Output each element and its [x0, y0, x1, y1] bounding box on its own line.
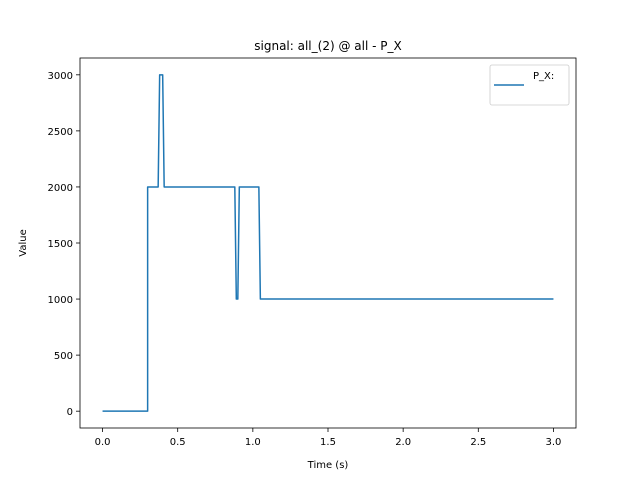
x-axis-ticks: 0.0 0.5 1.0 1.5 2.0 2.5 3.0 [95, 428, 562, 448]
y-tick-label: 3000 [48, 71, 73, 82]
chart-title: signal: all_(2) @ all - P_X [254, 39, 401, 53]
y-tick-label: 2000 [48, 183, 73, 194]
y-tick-label: 1500 [48, 239, 73, 250]
y-axis-ticks: 0 500 1000 1500 2000 2500 3000 [48, 71, 80, 418]
x-tick-label: 2.5 [470, 437, 486, 448]
y-tick-label: 500 [54, 351, 73, 362]
series-line [102, 74, 554, 412]
x-tick-label: 0.0 [95, 437, 111, 448]
x-tick-label: 0.5 [170, 437, 186, 448]
plot-frame [79, 57, 577, 429]
legend-label: P_X: [533, 71, 554, 82]
x-axis-label: Time (s) [307, 460, 349, 471]
legend: P_X: [489, 64, 570, 106]
x-tick-label: 2.0 [395, 437, 411, 448]
y-tick-label: 0 [67, 407, 73, 418]
y-tick-label: 2500 [48, 127, 73, 138]
x-tick-label: 1.5 [320, 437, 336, 448]
y-tick-label: 1000 [48, 295, 73, 306]
legend-box [489, 64, 570, 106]
x-tick-label: 1.0 [245, 437, 261, 448]
plot-area: 0.0 0.5 1.0 1.5 2.0 2.5 3.0 0 500 1000 1500 2000 25… [48, 57, 577, 448]
x-tick-label: 3.0 [546, 437, 562, 448]
series-layer [102, 74, 554, 412]
y-axis-label: Value [18, 229, 29, 256]
